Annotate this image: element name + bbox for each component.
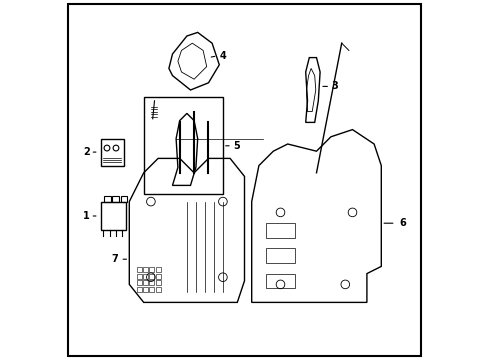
Bar — [149, 267, 154, 272]
Bar — [136, 280, 141, 285]
Bar — [149, 287, 154, 292]
Text: 7: 7 — [112, 254, 118, 264]
Bar — [136, 274, 141, 279]
Text: 6: 6 — [399, 218, 405, 228]
Bar — [142, 274, 148, 279]
Bar — [265, 223, 294, 238]
Bar — [136, 287, 141, 292]
Bar — [265, 248, 294, 263]
Bar — [265, 274, 294, 288]
Bar — [156, 267, 161, 272]
Text: 3: 3 — [331, 81, 338, 91]
Bar — [156, 287, 161, 292]
Bar — [149, 274, 154, 279]
Bar — [156, 274, 161, 279]
Text: 2: 2 — [83, 147, 89, 157]
Bar — [149, 280, 154, 285]
Bar — [142, 267, 148, 272]
Bar — [142, 280, 148, 285]
Text: 1: 1 — [83, 211, 89, 221]
Text: 5: 5 — [233, 141, 240, 151]
Bar — [143, 97, 223, 194]
Bar — [156, 280, 161, 285]
Text: 4: 4 — [219, 51, 225, 61]
Bar — [142, 287, 148, 292]
Bar — [136, 267, 141, 272]
